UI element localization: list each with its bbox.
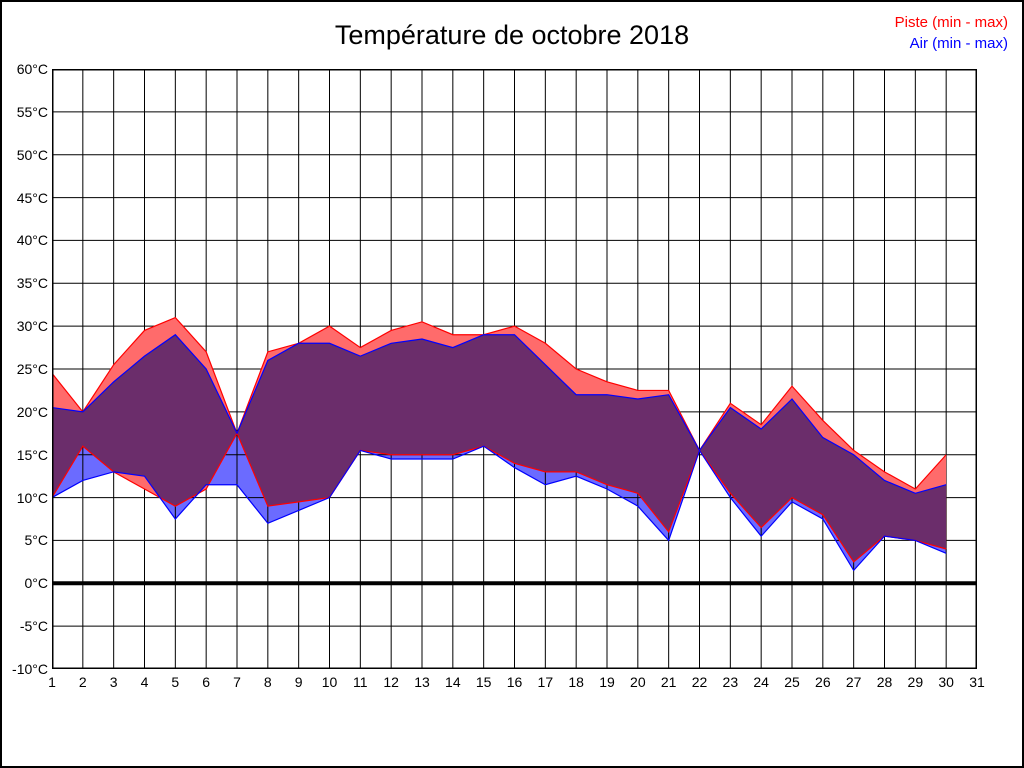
- x-axis-tick-label: 19: [599, 674, 615, 690]
- y-axis-tick-label: 10°C: [16, 489, 48, 506]
- x-axis-tick-label: 4: [140, 674, 149, 690]
- x-axis-tick-label: 16: [506, 674, 523, 690]
- y-axis-tick-label: 45°C: [16, 189, 48, 206]
- y-axis-tick-label: 25°C: [16, 361, 48, 377]
- line-piste-max: [52, 316, 947, 490]
- y-axis-tick-label: 60°C: [16, 61, 48, 77]
- x-axis-tick-label: 22: [691, 674, 708, 690]
- x-axis-labels: 1 2 3 4 5 6 7 8 9 10 11 12 13 14 15 16 17 18 19 20 21 22 23 24 2…: [48, 674, 985, 700]
- x-axis-tick-label: 1: [48, 674, 56, 690]
- x-axis-tick-label: 10: [321, 674, 338, 690]
- x-axis-tick-label: 13: [414, 674, 430, 690]
- y-axis-tick-label: -10°C: [12, 661, 48, 677]
- x-axis-tick-label: 28: [876, 674, 893, 690]
- x-axis-tick-label: 3: [109, 674, 118, 690]
- page-title: Température de octobre 2018: [334, 20, 690, 50]
- y-axis-tick-label: 35°C: [16, 275, 48, 292]
- x-axis-tick-label: 20: [630, 674, 646, 690]
- y-axis-tick-label: -5°C: [19, 618, 48, 635]
- x-axis-tick-label: 26: [815, 674, 831, 690]
- plot-border: [52, 69, 977, 669]
- x-axis-tick-label: 6: [202, 674, 211, 690]
- x-axis-tick-label: 7: [233, 674, 241, 690]
- x-axis-tick-label: 25: [784, 674, 800, 690]
- line-air-max: [52, 333, 947, 494]
- series-outlines: [52, 316, 947, 572]
- y-axis-tick-label: 40°C: [16, 232, 48, 249]
- temperature-area-chart: [52, 69, 977, 669]
- y-axis-tick-label: 15°C: [16, 446, 48, 463]
- x-axis-tick-label: 21: [660, 674, 677, 690]
- y-axis-tick-label: 5°C: [24, 532, 49, 549]
- x-axis-tick-label: 24: [753, 674, 769, 690]
- x-axis-tick-label: 15: [475, 674, 492, 690]
- plot-area: [52, 69, 977, 669]
- y-axis-tick-label: 20°C: [16, 403, 48, 420]
- series-band-air: [52, 334, 947, 571]
- series-bands: [52, 317, 947, 571]
- x-axis-tick-label: 17: [537, 674, 554, 690]
- x-axis-tick-label: 30: [938, 674, 954, 690]
- x-axis-tick-label: 2: [78, 674, 87, 690]
- y-axis-tick-label: 55°C: [16, 103, 48, 120]
- line-piste-min: [52, 431, 947, 563]
- line-air-min: [52, 445, 947, 572]
- x-axis-tick-label: 29: [907, 674, 924, 690]
- y-axis-tick-label: 50°C: [16, 146, 48, 163]
- x-axis-tick-label: 8: [263, 674, 272, 690]
- legend-item-piste: Piste (min - max): [894, 14, 1008, 31]
- legend: Piste (min - max) Air (min - max): [895, 12, 1008, 54]
- y-axis-tick-label: 30°C: [16, 318, 48, 335]
- x-axis-tick-label: 18: [568, 674, 584, 690]
- legend-item-air: Air (min - max): [909, 35, 1008, 52]
- x-axis-tick-label: 23: [722, 674, 739, 690]
- x-axis-tick-label: 27: [845, 674, 862, 690]
- y-axis-labels: -10°C -5°C 0°C 5°C 10°C 15°C 20°C 25°C 30°C 35°C 4…: [2, 61, 49, 677]
- x-axis-tick-label: 12: [383, 674, 399, 690]
- x-axis-tick-label: 31: [969, 674, 985, 690]
- x-axis-tick-label: 14: [445, 674, 461, 690]
- y-axis-tick-label: 0°C: [24, 575, 49, 592]
- x-axis-tick-label: 9: [294, 674, 303, 690]
- x-axis-tick-label: 11: [353, 674, 368, 690]
- x-axis-tick-label: 5: [171, 674, 180, 690]
